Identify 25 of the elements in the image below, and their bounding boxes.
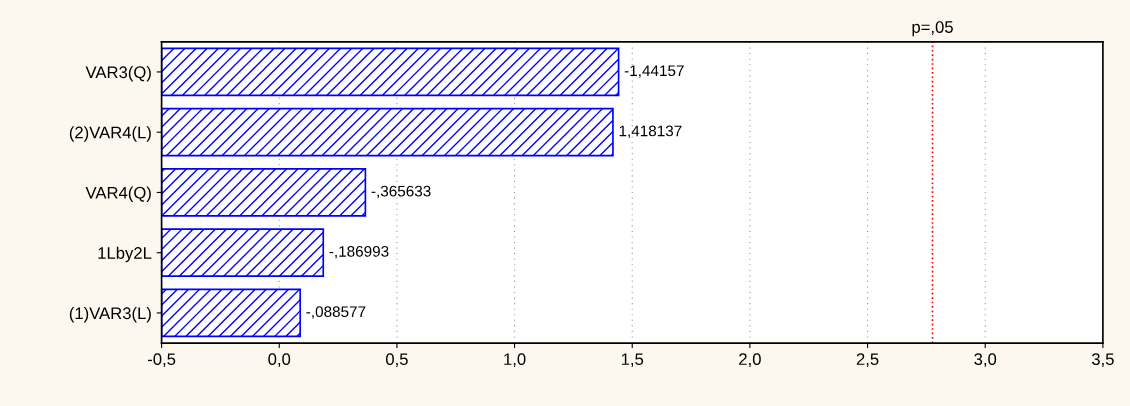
bar: [161, 47, 620, 97]
annotation: -,365633: [371, 185, 431, 199]
x-tick-label: 2,0: [739, 353, 761, 367]
annotation: -1,44157: [624, 65, 684, 78]
annotation: -,088577: [306, 306, 366, 319]
bar: [161, 107, 614, 157]
annotation: -,186993: [329, 245, 389, 259]
x-tick-label: 2,5: [856, 353, 879, 367]
x-tick-label: 1,0: [504, 353, 526, 367]
y-tick-label: 1Lby2L: [98, 246, 152, 263]
x-tick-label: 0,5: [385, 353, 408, 367]
x-tick-label: -0,5: [147, 353, 176, 367]
y-tick-label: (2)VAR4(L): [69, 126, 151, 142]
bar: [161, 168, 367, 217]
y-tick-label: VAR3(Q): [85, 65, 151, 82]
y-tick-label: VAR4(Q): [85, 186, 151, 202]
bar: [161, 288, 302, 338]
x-tick-label: 0,0: [268, 353, 291, 367]
bar: [161, 228, 325, 278]
x-tick-label: 3,0: [974, 353, 997, 367]
x-tick-label: 3,5: [1091, 353, 1114, 367]
ref-line-label: p=,05: [912, 21, 953, 37]
annotation: 1,418137: [619, 125, 682, 139]
x-tick-label: 1,5: [621, 353, 644, 367]
y-tick-label: (1)VAR3(L): [69, 306, 151, 323]
